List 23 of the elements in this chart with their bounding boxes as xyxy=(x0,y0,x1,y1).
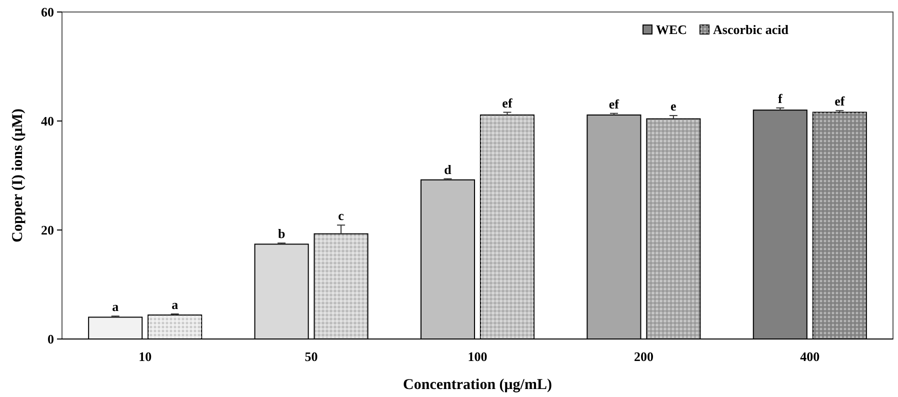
x-axis-title: Concentration (μg/mL) xyxy=(403,377,552,393)
data-label: ef xyxy=(502,95,513,110)
x-tick-label: 100 xyxy=(468,349,488,364)
legend-label: WEC xyxy=(656,22,688,37)
y-tick-label: 0 xyxy=(48,332,54,347)
y-tick-label: 20 xyxy=(41,222,54,238)
data-label: ef xyxy=(834,94,846,109)
x-tick-label: 50 xyxy=(304,349,318,364)
data-label: e xyxy=(670,98,677,114)
data-label: f xyxy=(778,90,783,106)
data-label: d xyxy=(444,162,452,177)
x-tick-label: 400 xyxy=(800,349,820,364)
y-tick-label: 40 xyxy=(41,114,54,129)
x-tick-label: 10 xyxy=(138,349,152,364)
legend-label: Ascorbic acid xyxy=(713,22,790,37)
data-label: a xyxy=(172,296,179,312)
y-axis-title: Copper (I) ions (μM) xyxy=(10,108,26,242)
y-tick-label: 60 xyxy=(41,4,54,20)
data-label: a xyxy=(112,299,120,314)
data-label: c xyxy=(338,208,344,224)
data-label: ef xyxy=(608,96,620,112)
x-tick-label: 200 xyxy=(634,349,654,364)
data-label: b xyxy=(278,226,286,242)
